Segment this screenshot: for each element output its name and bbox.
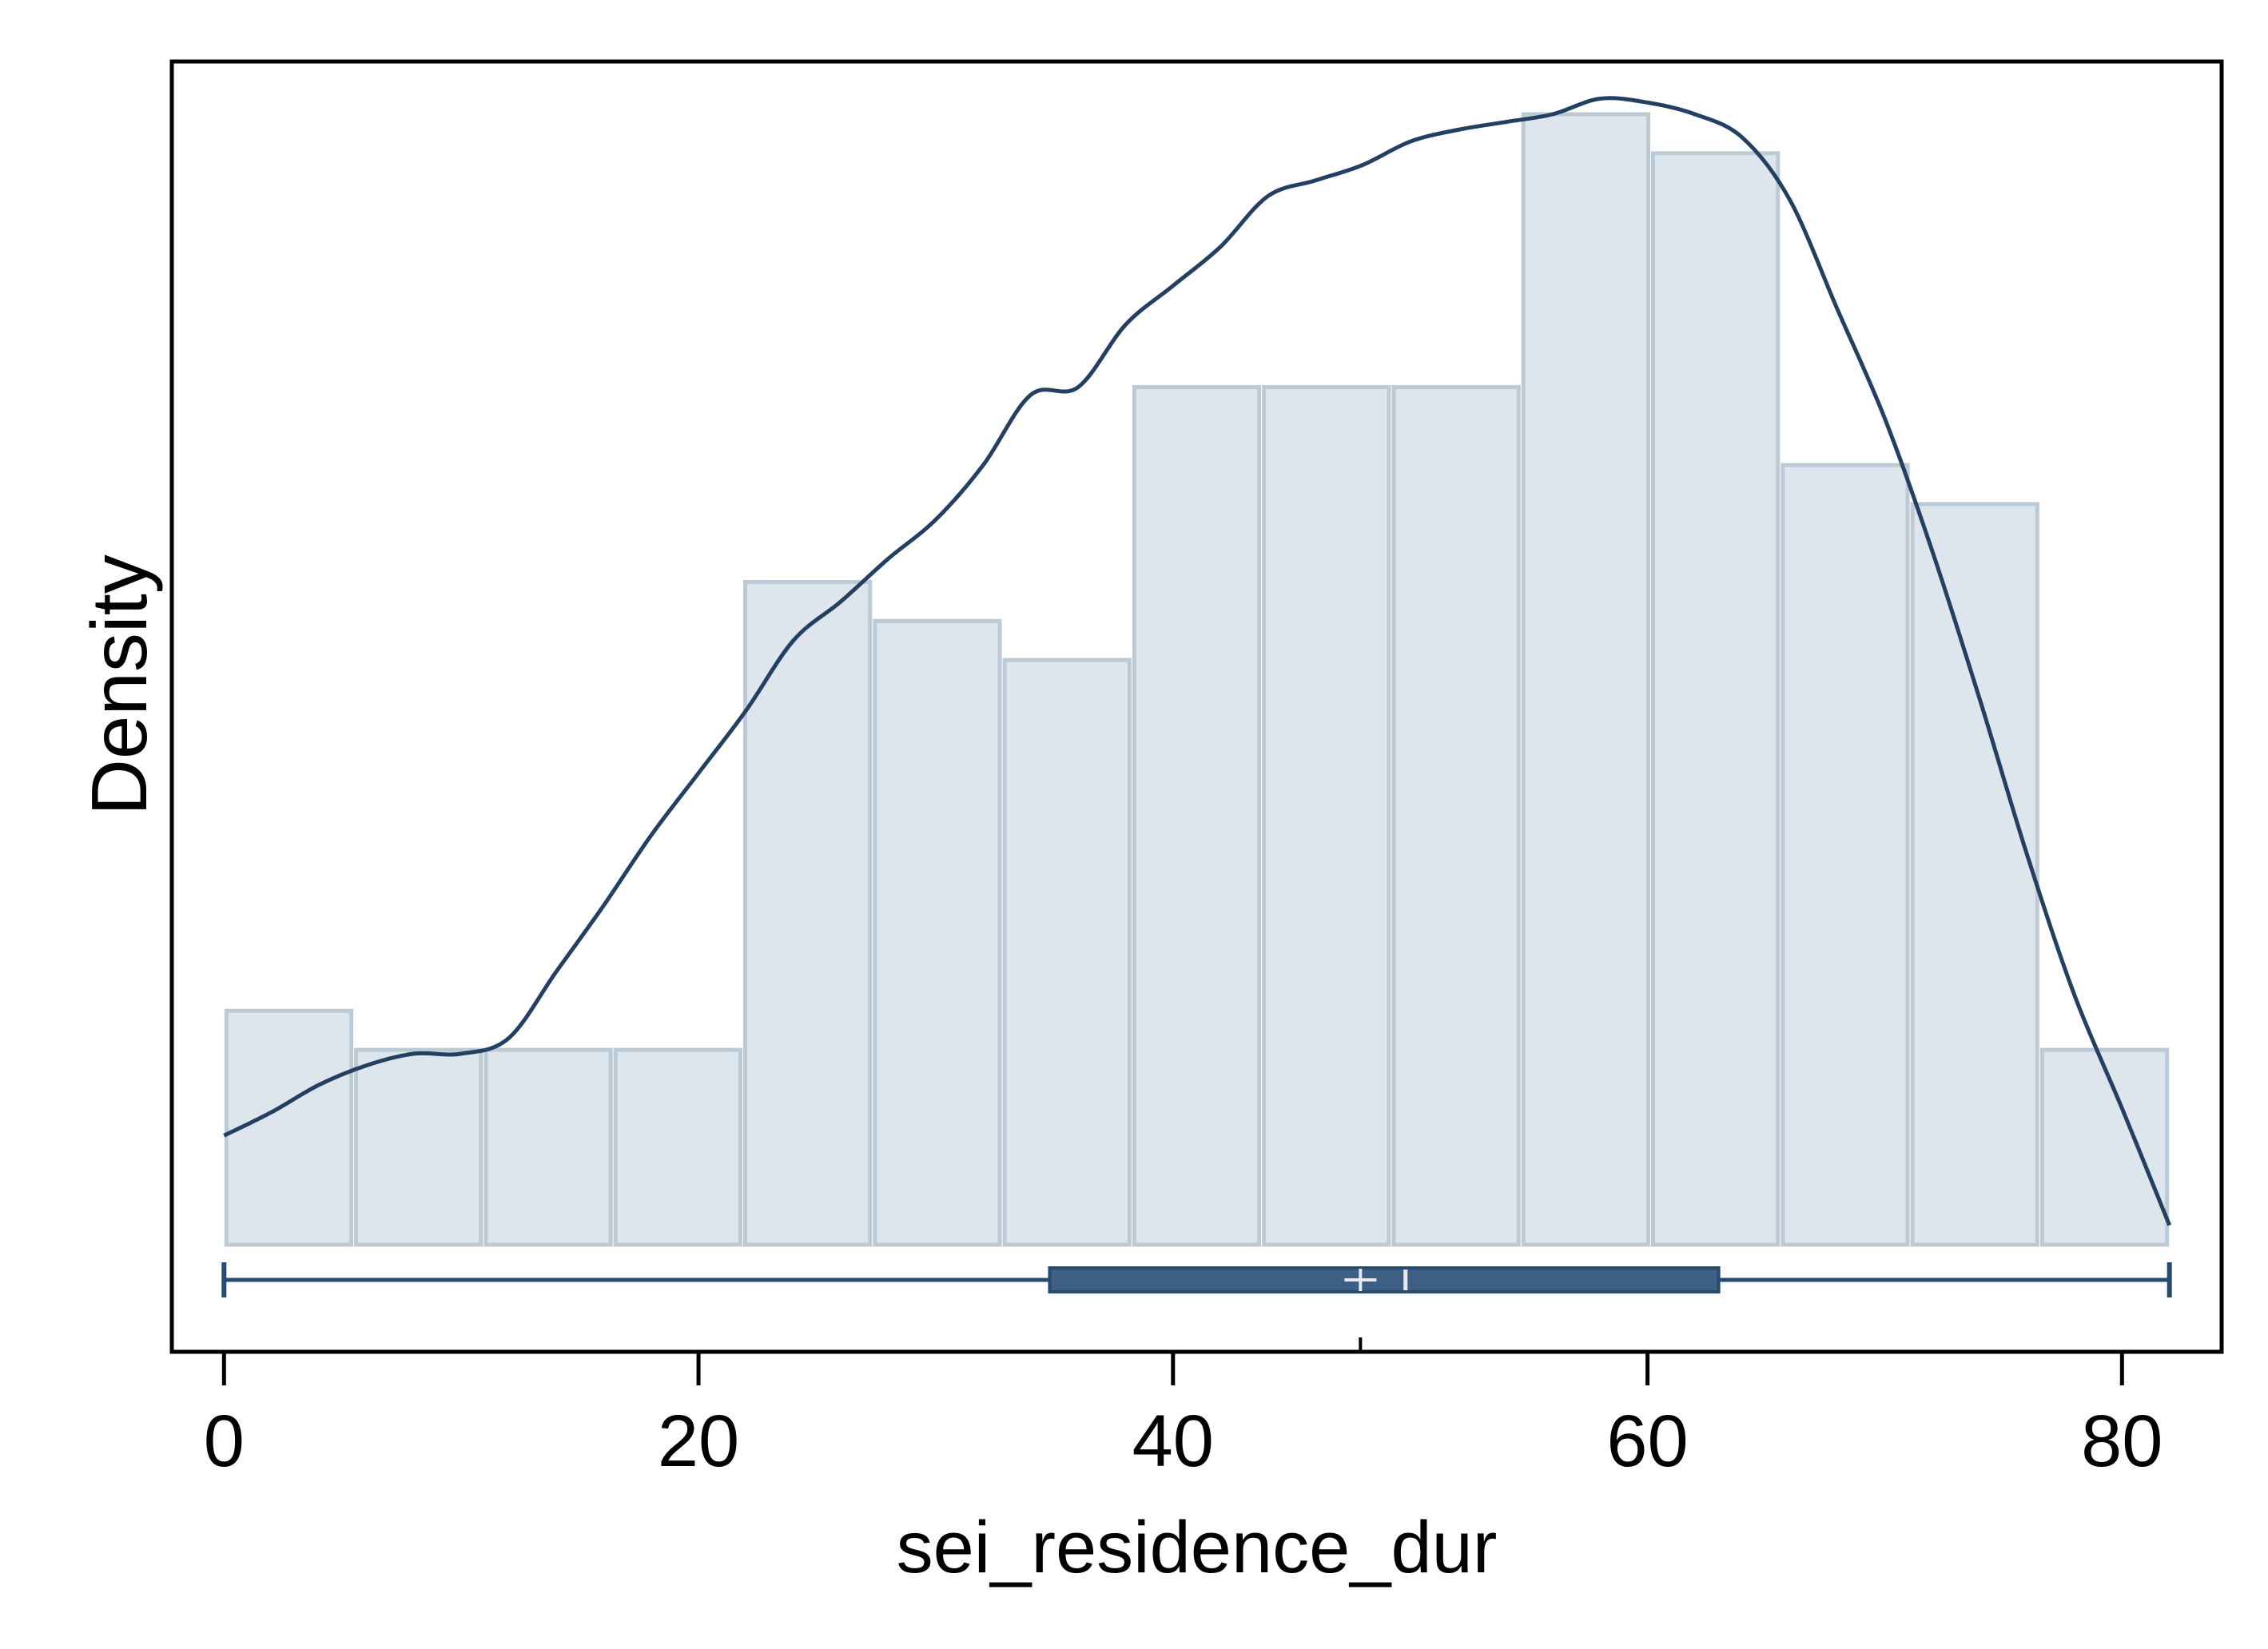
histogram-bar-9 [1262, 385, 1391, 1247]
x-tick-label-60: 60 [1606, 1401, 1688, 1482]
x-axis-label: sei_residence_dur [897, 1507, 1498, 1588]
x-tick-label-0: 0 [204, 1401, 245, 1482]
histogram-bar-14 [1910, 502, 2039, 1247]
histogram-bar-12 [1651, 151, 1781, 1247]
histogram-bar-5 [742, 580, 873, 1247]
histogram-bar-1 [224, 1008, 354, 1247]
histogram-bar-10 [1391, 385, 1521, 1247]
histogram-bar-11 [1521, 112, 1651, 1247]
plot-frame [169, 59, 2224, 1354]
interquartile-box [1048, 1266, 1721, 1293]
y-axis-label: Density [75, 554, 163, 816]
x-tick-label-20: 20 [658, 1401, 739, 1482]
density-curve [223, 96, 2172, 1226]
x-tick-label-40: 40 [1132, 1401, 1214, 1482]
histogram-bar-7 [1002, 658, 1132, 1247]
histogram-bar-2 [354, 1047, 483, 1247]
x-axis: 0 20 40 60 80 [204, 1352, 2163, 1482]
histogram-bar-8 [1132, 385, 1262, 1247]
histogram-bar-13 [1781, 463, 1910, 1247]
histogram-bar-3 [483, 1047, 613, 1247]
boxplot [221, 1262, 2172, 1352]
histogram-bars [224, 112, 2170, 1247]
x-tick-label-80: 80 [2081, 1401, 2163, 1482]
histogram-bar-6 [873, 618, 1002, 1247]
histogram-bar-4 [613, 1047, 742, 1247]
histogram-bar-15 [2039, 1047, 2170, 1247]
